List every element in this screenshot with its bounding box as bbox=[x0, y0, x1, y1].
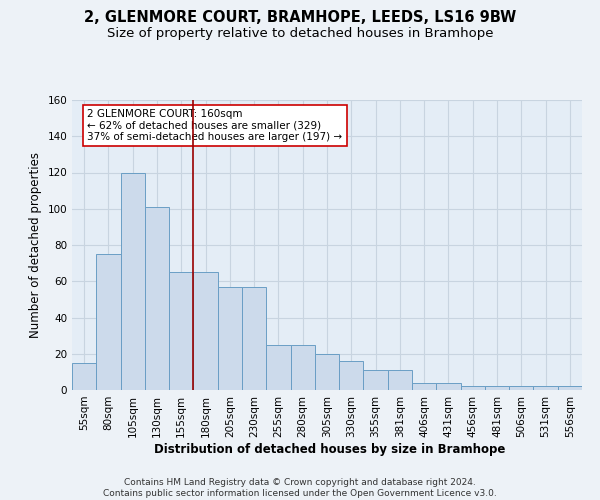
Bar bbox=[193, 272, 218, 390]
Text: 2, GLENMORE COURT, BRAMHOPE, LEEDS, LS16 9BW: 2, GLENMORE COURT, BRAMHOPE, LEEDS, LS16… bbox=[84, 10, 516, 25]
Bar bbox=[436, 383, 461, 390]
Bar bbox=[364, 370, 388, 390]
Text: Size of property relative to detached houses in Bramhope: Size of property relative to detached ho… bbox=[107, 28, 493, 40]
Bar bbox=[533, 386, 558, 390]
Bar bbox=[72, 363, 96, 390]
Bar bbox=[96, 254, 121, 390]
Text: Distribution of detached houses by size in Bramhope: Distribution of detached houses by size … bbox=[154, 442, 506, 456]
Bar bbox=[145, 207, 169, 390]
Text: 2 GLENMORE COURT: 160sqm
← 62% of detached houses are smaller (329)
37% of semi-: 2 GLENMORE COURT: 160sqm ← 62% of detach… bbox=[88, 108, 343, 142]
Bar bbox=[290, 344, 315, 390]
Bar bbox=[121, 172, 145, 390]
Bar bbox=[388, 370, 412, 390]
Bar bbox=[339, 361, 364, 390]
Bar bbox=[242, 286, 266, 390]
Y-axis label: Number of detached properties: Number of detached properties bbox=[29, 152, 42, 338]
Bar bbox=[315, 354, 339, 390]
Bar bbox=[412, 383, 436, 390]
Bar bbox=[509, 386, 533, 390]
Bar bbox=[461, 386, 485, 390]
Text: Contains HM Land Registry data © Crown copyright and database right 2024.
Contai: Contains HM Land Registry data © Crown c… bbox=[103, 478, 497, 498]
Bar bbox=[558, 386, 582, 390]
Bar bbox=[266, 344, 290, 390]
Bar bbox=[485, 386, 509, 390]
Bar bbox=[218, 286, 242, 390]
Bar bbox=[169, 272, 193, 390]
